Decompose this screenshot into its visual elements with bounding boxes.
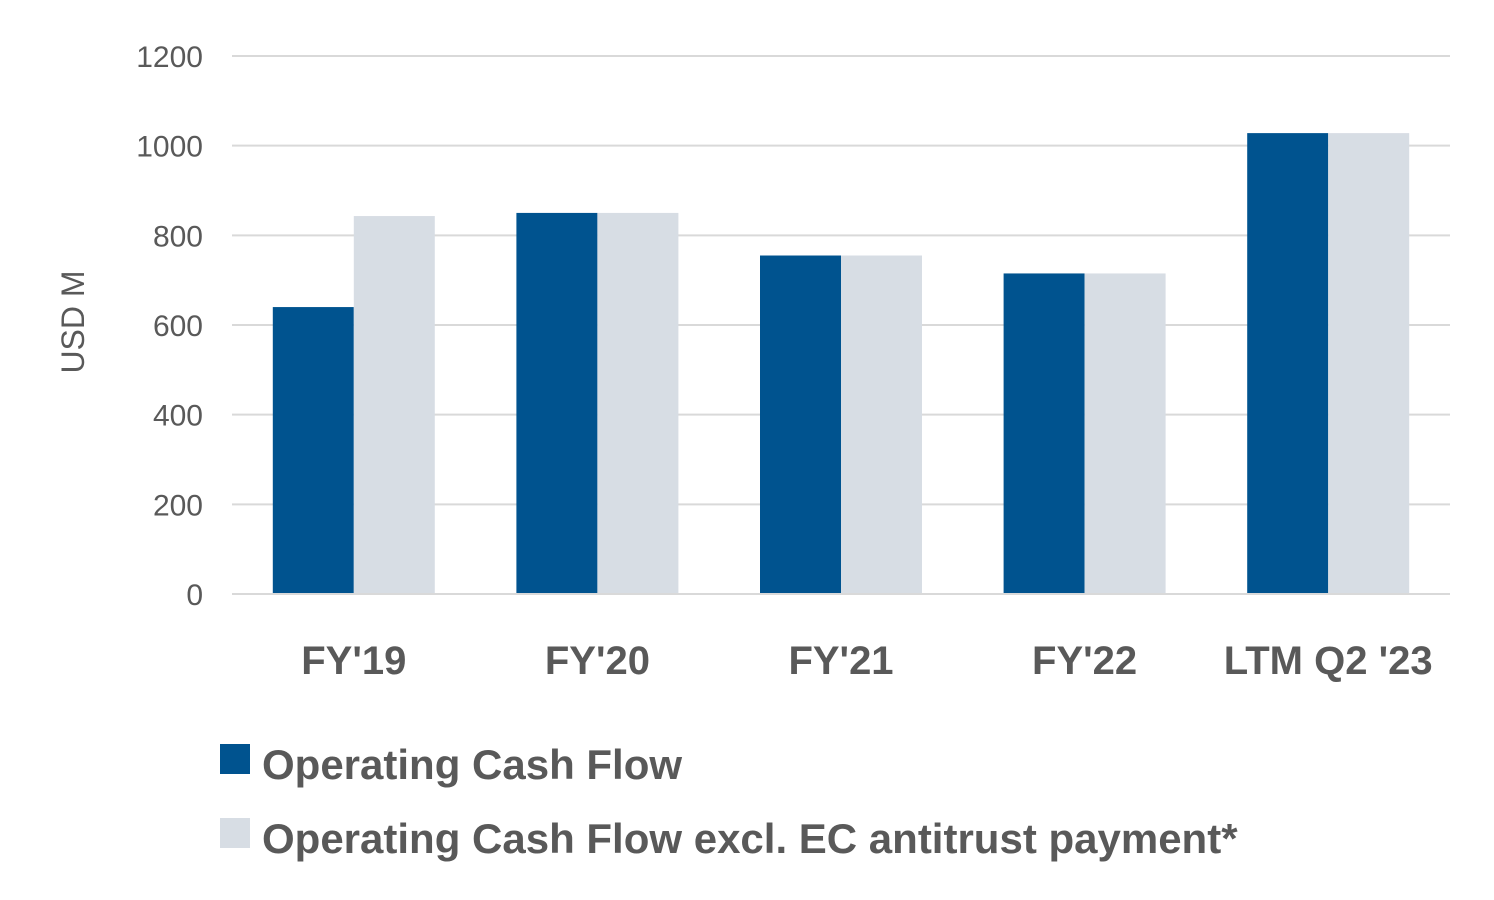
bar-series-0-1 — [516, 212, 598, 594]
bar-series-1-1 — [597, 212, 679, 594]
legend-label-operating-cash-flow-excl: Operating Cash Flow excl. EC antitrust p… — [262, 815, 1238, 862]
bar-series-1-2 — [841, 255, 922, 594]
legend-swatch-operating-cash-flow-excl — [220, 818, 250, 848]
x-axis-ticks: FY'19 FY'20 FY'21 FY'22 LTM Q2 '23 — [301, 639, 1432, 683]
bar-series-0-4 — [1247, 133, 1329, 594]
bar-series-0-2 — [760, 255, 841, 594]
x-tick-label: FY'20 — [545, 639, 650, 683]
y-tick-label: 600 — [153, 310, 203, 343]
bar-series-0-3 — [1003, 273, 1085, 594]
x-tick-label: FY'19 — [301, 639, 406, 683]
legend-swatch-operating-cash-flow — [220, 744, 250, 774]
legend-label-operating-cash-flow: Operating Cash Flow — [262, 741, 682, 788]
bar-series-1-3 — [1084, 273, 1166, 594]
bar-series-0-0 — [272, 307, 354, 594]
y-tick-label: 800 — [153, 220, 203, 253]
y-axis-ticks: 0 200 400 600 800 1000 1200 — [136, 41, 203, 612]
x-tick-label: FY'21 — [788, 639, 893, 683]
bar-series-1-4 — [1328, 133, 1410, 594]
bars — [272, 133, 1410, 594]
y-axis-label: USD M — [55, 270, 91, 373]
x-tick-label: LTM Q2 '23 — [1224, 639, 1433, 683]
legend: Operating Cash Flow Operating Cash Flow … — [220, 741, 1238, 862]
y-tick-label: 400 — [153, 400, 203, 433]
y-tick-label: 200 — [153, 489, 203, 522]
x-tick-label: FY'22 — [1032, 639, 1137, 683]
y-tick-label: 1000 — [136, 131, 203, 164]
y-tick-label: 0 — [186, 579, 203, 612]
y-tick-label: 1200 — [136, 41, 203, 74]
bar-series-1-0 — [353, 216, 435, 594]
